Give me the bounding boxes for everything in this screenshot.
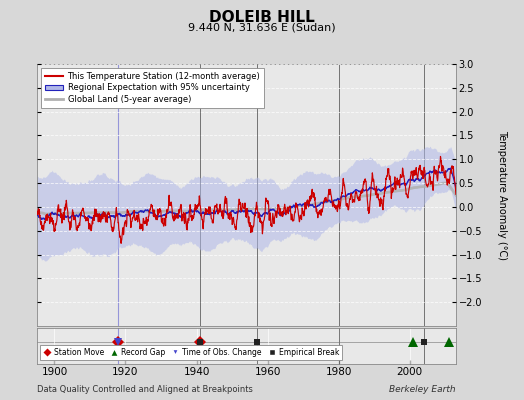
Text: Data Quality Controlled and Aligned at Breakpoints: Data Quality Controlled and Aligned at B… [37, 385, 253, 394]
Legend: Station Move, Record Gap, Time of Obs. Change, Empirical Break: Station Move, Record Gap, Time of Obs. C… [40, 345, 342, 360]
Text: Berkeley Earth: Berkeley Earth [389, 385, 456, 394]
Y-axis label: Temperature Anomaly (°C): Temperature Anomaly (°C) [497, 130, 507, 260]
Text: DOLEIB HILL: DOLEIB HILL [209, 10, 315, 25]
Text: 9.440 N, 31.636 E (Sudan): 9.440 N, 31.636 E (Sudan) [188, 22, 336, 32]
Legend: This Temperature Station (12-month average), Regional Expectation with 95% uncer: This Temperature Station (12-month avera… [41, 68, 265, 108]
